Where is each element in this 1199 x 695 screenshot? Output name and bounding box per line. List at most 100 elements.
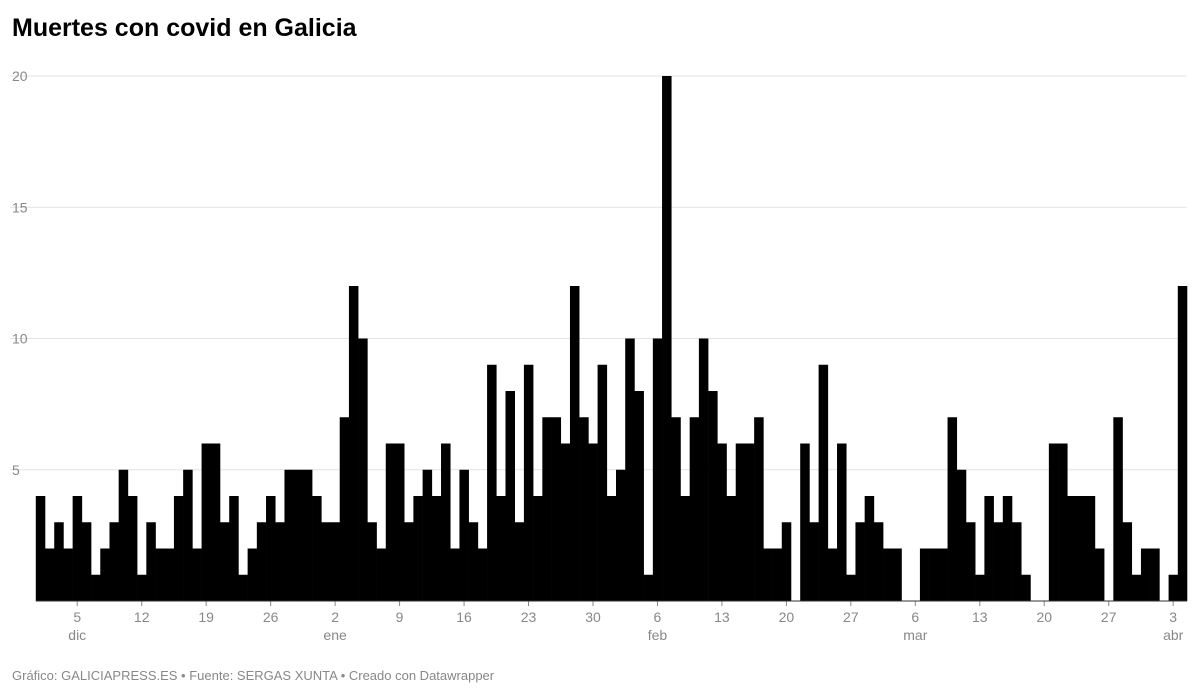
x-tick-label: 13 <box>972 609 988 625</box>
bar <box>763 548 773 601</box>
x-tick-label: 23 <box>521 609 537 625</box>
bar <box>91 574 101 601</box>
bar <box>35 496 46 601</box>
bar <box>726 496 737 601</box>
bar <box>496 496 506 601</box>
x-tick-label: 9 <box>396 609 404 625</box>
x-tick-label: 20 <box>1036 609 1052 625</box>
bar <box>238 574 248 601</box>
bar <box>800 443 810 601</box>
x-tick-label: 6 <box>654 609 662 625</box>
bar <box>109 522 119 601</box>
y-tick-label: 15 <box>12 199 28 215</box>
bar <box>385 443 396 601</box>
bar <box>892 548 902 601</box>
bar <box>1168 574 1179 601</box>
x-tick-label: 12 <box>134 609 150 625</box>
bar <box>708 391 718 601</box>
bar <box>1150 548 1160 601</box>
bar <box>947 417 958 601</box>
bar <box>689 417 700 601</box>
x-tick-label: 3 <box>1169 609 1177 625</box>
bar <box>560 443 571 601</box>
bar <box>422 469 433 601</box>
bar <box>146 522 156 601</box>
bar <box>155 548 166 601</box>
bar <box>855 522 865 601</box>
bar <box>744 443 755 601</box>
bar <box>54 522 64 601</box>
bar <box>1140 548 1151 601</box>
bar <box>376 548 387 601</box>
bar <box>118 469 129 601</box>
bar <box>864 496 875 601</box>
bar <box>680 496 690 601</box>
y-tick-label: 20 <box>12 68 28 84</box>
bar <box>1094 548 1105 601</box>
bar <box>919 548 930 601</box>
bar <box>662 76 672 601</box>
bar <box>394 443 405 601</box>
x-tick-label: 6 <box>911 609 919 625</box>
bar <box>993 522 1004 601</box>
bar <box>818 364 829 601</box>
x-month-label: ene <box>323 627 347 643</box>
bar <box>809 522 819 601</box>
bar <box>450 548 460 601</box>
bar <box>634 391 644 601</box>
bar <box>533 496 543 601</box>
bar <box>643 574 654 601</box>
bar <box>247 548 258 601</box>
bar <box>459 469 469 601</box>
bar <box>404 522 414 601</box>
bar <box>183 469 193 601</box>
bar <box>72 496 83 601</box>
bar <box>625 338 635 601</box>
bar <box>1058 443 1068 601</box>
bar <box>164 548 175 601</box>
bar <box>1113 417 1123 601</box>
x-tick-label: 16 <box>456 609 472 625</box>
bar <box>984 496 994 601</box>
bar <box>542 417 552 601</box>
y-tick-label: 10 <box>12 331 28 347</box>
chart-title: Muertes con covid en Galicia <box>12 14 358 42</box>
bar <box>81 522 92 601</box>
bar <box>1021 574 1031 601</box>
bar <box>293 469 304 601</box>
bar <box>781 522 792 601</box>
bar <box>1177 286 1188 601</box>
bar <box>1067 496 1077 601</box>
x-tick-label: 13 <box>714 609 730 625</box>
x-tick-label: 30 <box>585 609 601 625</box>
bar <box>569 286 580 601</box>
bar <box>873 522 884 601</box>
bar <box>487 364 497 601</box>
x-tick-label: 5 <box>73 609 81 625</box>
bar <box>597 364 608 601</box>
bar <box>173 496 184 601</box>
y-tick-label: 5 <box>12 462 20 478</box>
bar <box>965 522 976 601</box>
bar <box>1085 496 1096 601</box>
bar <box>717 443 727 601</box>
bar <box>312 496 322 601</box>
bar <box>477 548 488 601</box>
bar <box>275 522 285 601</box>
bar <box>210 443 221 601</box>
bar <box>367 522 377 601</box>
bar <box>652 338 663 601</box>
bar <box>551 417 562 601</box>
bar <box>616 469 626 601</box>
bar <box>266 496 276 601</box>
bar <box>256 522 267 601</box>
bar <box>588 443 598 601</box>
bar <box>284 469 294 601</box>
bar <box>100 548 110 601</box>
bar <box>330 522 341 601</box>
bar <box>192 548 202 601</box>
bar <box>1076 496 1086 601</box>
footer: Gráfico: GALICIAPRESS.ES • Fuente: SERGA… <box>12 668 495 683</box>
bar <box>1002 496 1013 601</box>
